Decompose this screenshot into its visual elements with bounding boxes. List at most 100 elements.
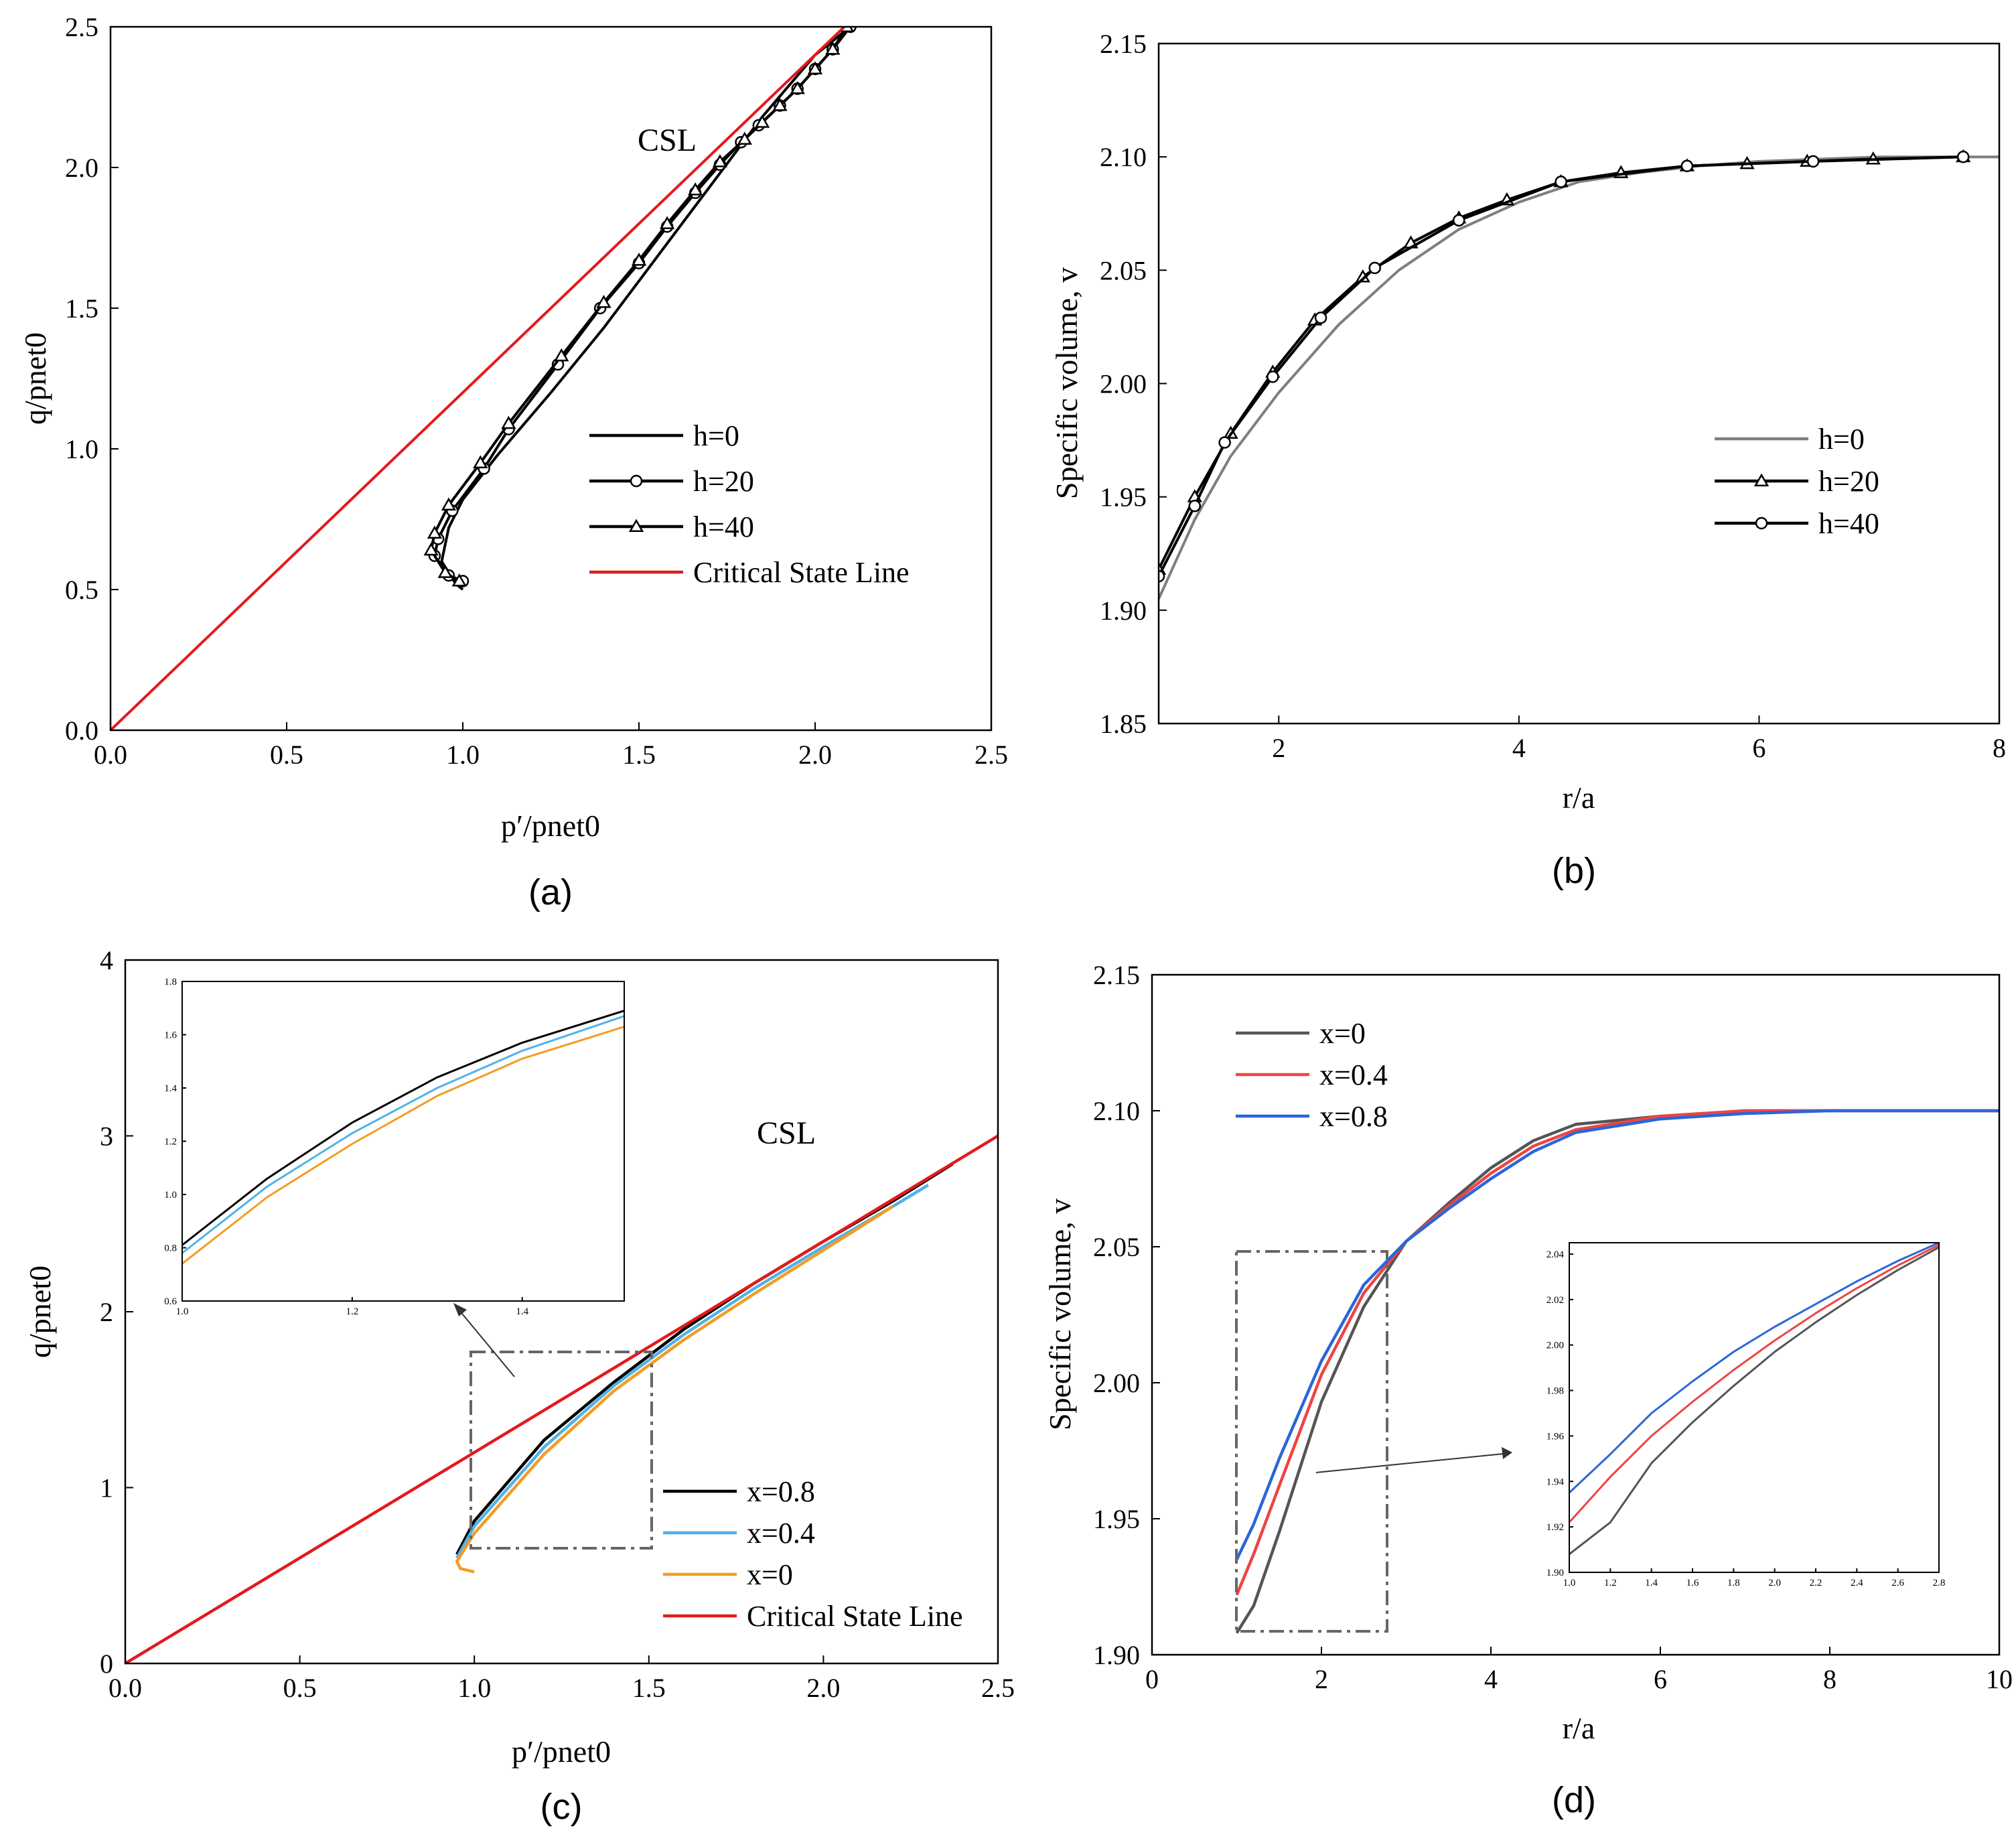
- panel-c-xtick-label: 2.0: [806, 1673, 840, 1703]
- panel-a-csl-annotation: CSL: [638, 123, 697, 158]
- panel-a-series-2-point: [807, 61, 823, 74]
- panel-c-ylabel: q/pnet0: [23, 1266, 57, 1358]
- panel-c-xlabel-text: p′/pnet0: [512, 1734, 611, 1769]
- panel-a-xtick-label: 1.5: [622, 740, 656, 770]
- panel-c-xtick-label: 0.5: [283, 1673, 317, 1703]
- panel-a-series-2-point: [772, 98, 788, 111]
- panel-c-zoom-arrow-head: [453, 1303, 467, 1316]
- panel-b-xlabel: r/a: [1563, 780, 1595, 815]
- panel-d-xlabel: r/a: [1563, 1711, 1595, 1745]
- panel-a-xtick-label: 0.0: [94, 740, 127, 770]
- panel-b-series-2-point: [1452, 214, 1465, 227]
- panel-d: 0 2 4 6 8 101.901.952.002.052.102.15 1.0 1.2 1.…: [1043, 960, 2013, 1820]
- panel-d-inset-xtick-label: 1.2: [1604, 1578, 1617, 1588]
- panel-d-inset-ytick-label: 1.94: [1546, 1477, 1565, 1487]
- panel-b-series-2-point: [1188, 499, 1202, 512]
- panel-a-ytick-label: 1.5: [65, 293, 98, 324]
- panel-a-xtick-label: 0.5: [270, 740, 303, 770]
- panel-c-series-3-line: [125, 1134, 998, 1663]
- panel-a: 0.0 0.5 1.0 1.5 2.0 2.5 0.0 0.5 1.0 1.5 2.0 2.5 CSL…: [18, 12, 1008, 912]
- panel-d-inset-ytick-label: 2.00: [1546, 1341, 1564, 1351]
- panel-b-legend-label: h=0: [1818, 423, 1865, 456]
- panel-d-ytick-label: 2.10: [1093, 1096, 1140, 1126]
- panel-c-inset-xtick-label: 1.2: [346, 1306, 358, 1317]
- panel-a-legend-label: Critical State Line: [693, 556, 910, 589]
- panel-a-marks: [111, 27, 857, 730]
- panel-b-ytick-label: 2.10: [1100, 142, 1147, 172]
- panel-a-series-2-point: [659, 216, 675, 229]
- panel-c-ytick-label: 3: [100, 1121, 113, 1152]
- panel-d-series-2-line: [1235, 1109, 1999, 1560]
- panel-a-series-2-point: [712, 154, 728, 167]
- panel-b-xtick-label: 6: [1752, 733, 1766, 763]
- panel-d-inset-xtick-label: 1.4: [1645, 1578, 1658, 1588]
- panel-d-xtick-label: 0: [1145, 1664, 1159, 1694]
- panel-c-inset-xtick-label: 1.0: [176, 1306, 189, 1317]
- panel-d-xtick-label: 6: [1654, 1664, 1667, 1694]
- panel-c-inset-bg: [147, 981, 624, 1301]
- panel-c-xlabel: p′/pnet0: [512, 1734, 611, 1769]
- panel-a-ylabel: q/pnet0: [18, 332, 52, 425]
- panel-d-ytick-label: 1.90: [1093, 1640, 1140, 1670]
- panel-d-inset-ytick-label: 2.02: [1546, 1295, 1564, 1306]
- panel-c-ytick-label: 4: [100, 945, 113, 975]
- panel-a-series-3-line: [111, 27, 846, 730]
- panel-d-legend-label: x=0: [1319, 1017, 1366, 1050]
- panel-a-xtick-label: 2.0: [798, 740, 832, 770]
- panel-b-ytick-label: 2.00: [1100, 369, 1147, 399]
- panel-b-xtick-label: 2: [1272, 733, 1285, 763]
- panel-d-inset-bg: [1534, 1243, 1939, 1591]
- panel-b-series-2-point: [1806, 155, 1820, 168]
- panel-d-inset-ytick-label: 1.98: [1546, 1386, 1564, 1397]
- panel-c-inset-ticks: 1.0 1.2 1.4 0.6 0.8 1.0 1.2 1.4 1.6 1.8: [164, 977, 528, 1317]
- panel-a-ytick-label: 1.0: [65, 434, 98, 464]
- panel-d-inset-xtick-label: 1.8: [1727, 1578, 1740, 1588]
- panel-c-zoom-box: [470, 1351, 653, 1550]
- panel-b-series-0-line: [1159, 155, 1999, 600]
- panel-c-inset-ytick-label: 1.8: [164, 977, 177, 987]
- panel-b-legend-marker: [1755, 517, 1768, 530]
- panel-b-series-2-point: [1314, 312, 1327, 324]
- panel-a-legend-marker: [628, 519, 644, 532]
- panel-a-frame: [109, 25, 993, 732]
- panel-a-legend-label: h=40: [693, 510, 754, 543]
- panel-d-ytick-label: 2.05: [1093, 1232, 1140, 1262]
- panel-d-ytick-label: 1.95: [1093, 1504, 1140, 1534]
- panel-a-series-2-point: [754, 115, 770, 128]
- panel-b-series-2-point: [1555, 176, 1567, 188]
- panel-c-caption: (c): [541, 1787, 583, 1827]
- panel-c-legend-label: Critical State Line: [747, 1600, 963, 1633]
- panel-d-inset-xtick-label: 2.2: [1810, 1578, 1822, 1588]
- panel-d-xtick-label: 10: [1986, 1664, 2013, 1694]
- panel-c-inset-series-2-line: [182, 1026, 624, 1265]
- panel-a-series-2-point: [554, 348, 569, 362]
- panel-d-inset-ytick-label: 2.04: [1546, 1249, 1565, 1260]
- panel-b-legend-label: h=20: [1818, 465, 1879, 498]
- panel-a-xtick-label: 2.5: [975, 740, 1008, 770]
- panel-d-inset-xtick-label: 1.6: [1686, 1578, 1699, 1588]
- panel-d-zoom-arrow-line: [1315, 1453, 1504, 1473]
- panel-d-inset: 1.0 1.2 1.4 1.6 1.8 2.0 2.2 2.4 2.6 2.8 1.90 1.92 1.…: [1534, 1242, 1945, 1591]
- panel-a-series-2-point: [451, 573, 467, 587]
- panel-d-inset-ytick-label: 1.92: [1546, 1522, 1564, 1533]
- panel-b-xtick-label: 4: [1512, 733, 1526, 763]
- panel-c-inset-ytick-label: 1.4: [164, 1083, 177, 1094]
- panel-a-series-2-point: [437, 565, 453, 578]
- panel-b-series-2-point: [1680, 159, 1694, 172]
- panel-b-ylabel-text: Specific volume, v: [1050, 267, 1084, 499]
- panel-d-inset-xtick-label: 1.0: [1563, 1578, 1576, 1588]
- panel-b-caption: (b): [1552, 851, 1596, 891]
- panel-a-legend-label: h=20: [693, 465, 754, 498]
- panel-b-series-2-point: [1218, 436, 1231, 449]
- panel-d-inset-series-1-line: [1569, 1244, 1939, 1523]
- panel-c-zoom-arrow: [453, 1303, 515, 1377]
- panel-b-series-2-point: [1159, 569, 1165, 583]
- panel-a-ticks: 0.0 0.5 1.0 1.5 2.0 2.5 0.0 0.5 1.0 1.5 2.0 2.5: [65, 12, 1008, 770]
- panel-b-marks: [1159, 149, 1999, 600]
- panel-d-inset-xtick-label: 2.0: [1768, 1578, 1781, 1588]
- panel-a-ytick-label: 0.5: [65, 575, 98, 605]
- panel-a-xlabel-text: p′/pnet0: [501, 809, 600, 843]
- panel-a-ytick-label: 2.0: [65, 153, 98, 183]
- panel-c-inset-marks: [182, 1010, 624, 1265]
- panel-c-xtick-label: 1.5: [632, 1673, 666, 1703]
